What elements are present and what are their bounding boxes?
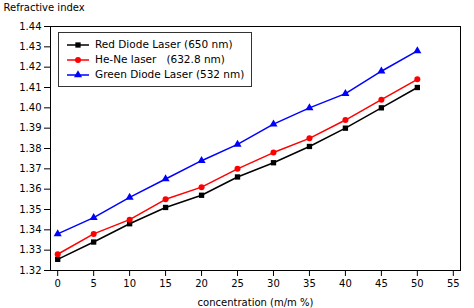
svg-text:40: 40 bbox=[339, 278, 352, 289]
svg-text:1.34: 1.34 bbox=[19, 224, 41, 235]
svg-text:30: 30 bbox=[267, 278, 280, 289]
svg-text:1.42: 1.42 bbox=[19, 61, 41, 72]
svg-text:1.35: 1.35 bbox=[19, 204, 41, 215]
svg-text:1.40: 1.40 bbox=[19, 102, 41, 113]
svg-text:1.44: 1.44 bbox=[19, 21, 41, 32]
svg-text:1.38: 1.38 bbox=[19, 143, 41, 154]
svg-text:1.33: 1.33 bbox=[19, 244, 41, 255]
svg-text:1.32: 1.32 bbox=[19, 265, 41, 276]
svg-text:20: 20 bbox=[195, 278, 208, 289]
svg-text:50: 50 bbox=[411, 278, 424, 289]
svg-text:concentration (m/m %): concentration (m/m %) bbox=[198, 297, 314, 308]
html-text:He-Ne laser (632.8 nm): He-Ne laser (632.8 nm) bbox=[95, 53, 225, 65]
svg-text:45: 45 bbox=[375, 278, 388, 289]
svg-text:1.37: 1.37 bbox=[19, 163, 41, 174]
svg-text:0: 0 bbox=[55, 278, 61, 289]
svg-text:Refractive index: Refractive index bbox=[4, 2, 85, 13]
svg-text:1.39: 1.39 bbox=[19, 122, 41, 133]
svg-text:1.41: 1.41 bbox=[19, 82, 41, 93]
svg-text:55: 55 bbox=[447, 278, 460, 289]
html-text:Red Diode Laser (650 nm): Red Diode Laser (650 nm) bbox=[95, 38, 233, 50]
svg-text:10: 10 bbox=[123, 278, 136, 289]
svg-text:1.43: 1.43 bbox=[19, 41, 41, 52]
svg-text:35: 35 bbox=[303, 278, 316, 289]
svg-text:25: 25 bbox=[231, 278, 244, 289]
html-text:Green Diode Laser (532 nm): Green Diode Laser (532 nm) bbox=[95, 68, 245, 80]
svg-text:1.36: 1.36 bbox=[19, 183, 41, 194]
svg-text:5: 5 bbox=[90, 278, 96, 289]
svg-text:15: 15 bbox=[159, 278, 172, 289]
